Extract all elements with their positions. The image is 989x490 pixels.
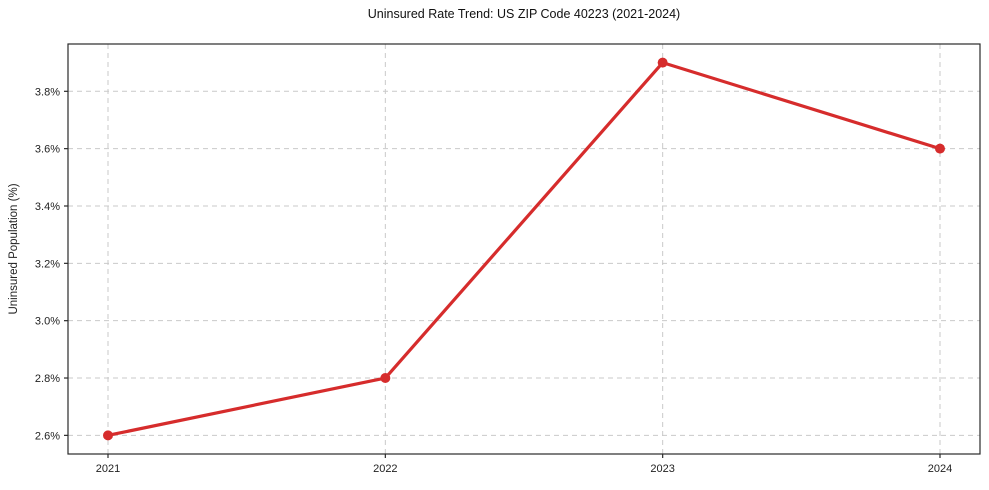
data-point xyxy=(935,143,945,154)
y-tick-label: 2.6% xyxy=(35,430,60,442)
data-point xyxy=(657,57,668,68)
x-tick-label: 2022 xyxy=(373,463,397,475)
y-tick-label: 3.0% xyxy=(35,316,60,328)
x-tick-label: 2023 xyxy=(650,463,674,475)
y-tick-label: 3.6% xyxy=(35,144,60,156)
x-tick-label: 2021 xyxy=(96,463,120,475)
y-tick-label: 2.8% xyxy=(35,373,60,385)
data-point xyxy=(103,430,113,441)
chart-title: Uninsured Rate Trend: US ZIP Code 40223 … xyxy=(367,7,681,21)
plot-border xyxy=(67,43,981,455)
y-tick-label: 3.2% xyxy=(35,258,60,270)
data-point xyxy=(380,373,391,384)
trend-line xyxy=(106,61,942,437)
y-tick-label: 3.4% xyxy=(35,201,60,213)
y-tick-label: 3.8% xyxy=(35,86,60,98)
x-tick-label: 2024 xyxy=(928,463,952,475)
